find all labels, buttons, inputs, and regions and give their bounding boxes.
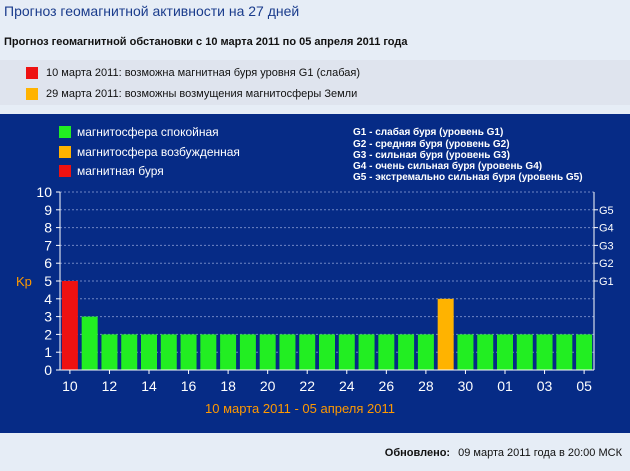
updated-value: 09 марта 2011 года в 20:00 МСК	[458, 447, 622, 459]
kp-chart: магнитосфера спокойная магнитосфера возб…	[16, 125, 614, 416]
bar-day-31	[477, 334, 494, 370]
legend-label-excited: магнитосфера возбужденная	[77, 145, 240, 159]
y-tick-label: 5	[44, 273, 52, 289]
bar-day-18	[220, 334, 237, 370]
g-level-label: G3	[599, 240, 614, 252]
page-title: Прогноз геомагнитной активности на 27 дн…	[4, 3, 300, 19]
alerts-panel: 10 марта 2011: возможна магнитная буря у…	[0, 60, 630, 105]
y-tick-label: 7	[44, 237, 52, 253]
g-level-label: G4	[599, 223, 614, 235]
updated-label: Обновлено:	[384, 447, 451, 459]
storm-level-item: G5 - экстремально сильная буря (уровень …	[353, 171, 583, 183]
x-tick-label: 05	[576, 378, 592, 394]
updated-info: Обновлено: 09 марта 2011 года в 20:00 МСК	[385, 447, 622, 459]
bar-day-02	[516, 334, 533, 370]
x-axis-label: 10 марта 2011 - 05 апреля 2011	[205, 401, 395, 416]
bar-day-01	[497, 334, 513, 370]
bar-day-29	[437, 298, 454, 370]
alert-text: 10 марта 2011: возможна магнитная буря у…	[46, 67, 360, 79]
g-level-label: G1	[599, 276, 614, 288]
x-tick-label: 30	[458, 378, 474, 394]
y-axis-label: Kp	[16, 274, 32, 289]
x-tick-label: 10	[62, 378, 78, 394]
grid-lines	[60, 191, 594, 353]
x-tick-label: 24	[339, 378, 355, 394]
y-tick-label: 9	[44, 202, 52, 218]
g-level-label: G2	[599, 258, 614, 270]
y-tick-label: 10	[36, 184, 52, 200]
bar-day-27	[398, 334, 415, 370]
forecast-subtitle: Прогноз геомагнитной обстановки с 10 мар…	[4, 36, 408, 48]
bar-day-05	[576, 334, 593, 370]
g-level-label: G5	[599, 205, 614, 217]
x-tick-label: 26	[379, 378, 395, 394]
bar-day-21	[279, 334, 296, 370]
y-tick-label: 2	[44, 326, 52, 342]
bar-day-26	[378, 334, 395, 370]
legend-swatch-excited	[59, 146, 71, 158]
x-axis: 10 12 14 16 18 20 22 24 26 28 30 01 03 05	[62, 370, 592, 394]
bar-day-20	[259, 334, 276, 370]
bar-day-28	[417, 334, 434, 370]
y-tick-label: 8	[44, 220, 52, 236]
alert-item: 10 марта 2011: возможна магнитная буря у…	[26, 66, 360, 80]
bar-day-30	[457, 334, 474, 370]
alert-text: 29 марта 2011: возможны возмущения магни…	[46, 88, 358, 100]
storm-level-item: G3 - сильная буря (уровень G3)	[353, 149, 510, 161]
legend-swatch-storm	[59, 165, 71, 177]
x-tick-label: 14	[141, 378, 157, 394]
bar-day-25	[358, 334, 375, 370]
bar-day-12	[101, 334, 118, 370]
x-tick-label: 28	[418, 378, 434, 394]
bar-day-15	[160, 334, 177, 370]
alert-item: 29 марта 2011: возможны возмущения магни…	[26, 87, 357, 101]
x-tick-label: 12	[102, 378, 118, 394]
bar-day-13	[121, 334, 138, 370]
x-tick-label: 20	[260, 378, 276, 394]
x-tick-label: 18	[220, 378, 236, 394]
storm-level-item: G4 - очень сильная буря (уровень G4)	[353, 160, 542, 172]
bar-day-23	[319, 334, 335, 370]
legend-label-storm: магнитная буря	[77, 164, 164, 178]
g-level-axis: G1 G2 G3 G4 G5	[594, 205, 614, 288]
bar-day-03	[536, 334, 553, 370]
x-tick-label: 01	[497, 378, 513, 394]
legend: магнитосфера спокойная магнитосфера возб…	[59, 125, 240, 178]
bars	[61, 281, 593, 370]
x-tick-label: 03	[537, 378, 553, 394]
x-tick-label: 16	[181, 378, 197, 394]
chart-panel: магнитосфера спокойная магнитосфера возб…	[0, 114, 630, 433]
bar-day-16	[180, 334, 197, 370]
storm-level-item: G2 - средняя буря (уровень G2)	[353, 138, 510, 150]
storm-levels-list: G1 - слабая буря (уровень G1) G2 - средн…	[353, 126, 583, 183]
x-tick-label: 22	[299, 378, 315, 394]
bar-day-19	[239, 334, 256, 370]
bar-day-04	[556, 334, 573, 370]
bar-day-24	[338, 334, 355, 370]
alert-marker	[26, 88, 38, 100]
y-tick-label: 6	[44, 255, 52, 271]
y-tick-label: 3	[44, 309, 52, 325]
bar-day-11	[81, 316, 98, 370]
y-tick-label: 4	[44, 291, 52, 307]
alert-marker	[26, 67, 38, 79]
y-tick-label: 0	[44, 362, 52, 378]
bar-day-10	[61, 281, 78, 370]
bar-day-17	[200, 334, 217, 370]
storm-level-item: G1 - слабая буря (уровень G1)	[353, 126, 503, 138]
legend-swatch-quiet	[59, 126, 71, 138]
legend-label-quiet: магнитосфера спокойная	[77, 125, 219, 139]
bar-day-22	[299, 334, 316, 370]
bar-day-14	[141, 334, 157, 370]
y-tick-label: 1	[44, 344, 52, 360]
